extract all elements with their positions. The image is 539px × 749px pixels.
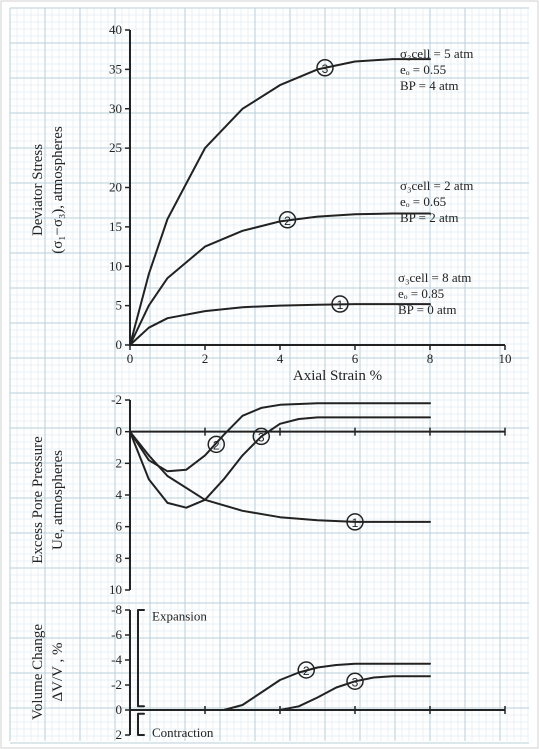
- vol-ytick: 0: [116, 702, 123, 717]
- vol-curve-3: [130, 676, 430, 710]
- svg-text:2: 2: [303, 664, 310, 678]
- curve1-sigma: σ₃cell = 8 atm: [398, 270, 471, 285]
- curve3-bp: BP = 4 atm: [400, 78, 459, 93]
- vol-ytick: 2: [116, 727, 123, 742]
- ytick-label: 30: [109, 101, 122, 116]
- vol-ytick: -8: [111, 602, 122, 617]
- vol-ytick: -6: [111, 627, 122, 642]
- engineering-grid: [10, 8, 529, 743]
- svg-text:3: 3: [352, 675, 359, 689]
- marker-label-2: 2: [284, 214, 291, 228]
- curve3-sigma: σ₃cell = 5 atm: [400, 46, 473, 61]
- vol-ylabel-sub: ΔV/V , %: [50, 643, 66, 702]
- pore-ytick: -2: [111, 392, 122, 407]
- deviator-ylabel-sub: (σ₁−σ₃), atmospheres: [50, 126, 66, 254]
- ytick-label: 20: [109, 180, 122, 195]
- xtick-label: 10: [499, 351, 512, 366]
- svg-text:3: 3: [258, 430, 265, 444]
- pore-ytick: 4: [116, 487, 123, 502]
- deviator-chart-curve-2: [130, 214, 430, 346]
- expansion-label: Expansion: [152, 608, 207, 623]
- xtick-label: 6: [352, 351, 359, 366]
- pore-ytick: 8: [116, 550, 123, 565]
- xtick-label: 2: [202, 351, 209, 366]
- contraction-label: Contraction: [152, 725, 214, 740]
- deviator-chart-curve-1: [130, 304, 430, 345]
- pore-ytick: 2: [116, 455, 123, 470]
- pore-ytick: 6: [116, 519, 123, 534]
- curve3-ec: eₒ = 0.55: [400, 62, 446, 77]
- vol-ytick: -2: [111, 677, 122, 692]
- ytick-label: 40: [109, 22, 122, 37]
- curve2-bp: BP = 2 atm: [400, 210, 459, 225]
- volume-chart: -8 -6 -4 -2 0 2 2 3 Expansion Contraction: [111, 602, 505, 742]
- pore-curve-2: [130, 403, 430, 471]
- ytick-label: 10: [109, 258, 122, 273]
- x-axis-label: Axial Strain %: [293, 368, 382, 384]
- vol-ylabel-main: Volume Change: [30, 624, 46, 720]
- pore-ylabel-sub: Ue, atmospheres: [50, 450, 66, 550]
- pore-chart: -20246810123: [109, 392, 505, 597]
- marker-label-1: 1: [337, 298, 344, 312]
- curve2-ec: eₒ = 0.65: [400, 194, 446, 209]
- pore-ytick: 0: [116, 424, 123, 439]
- curve2-sigma: σ₃cell = 2 atm: [400, 178, 473, 193]
- ytick-label: 5: [116, 298, 123, 313]
- figure-svg: 05101520253035400246810123Deviator Stres…: [0, 0, 539, 749]
- svg-text:1: 1: [352, 516, 359, 530]
- xtick-label: 0: [127, 351, 134, 366]
- page-root: 05101520253035400246810123Deviator Stres…: [0, 0, 539, 749]
- ytick-label: 35: [109, 61, 122, 76]
- ytick-label: 15: [109, 219, 122, 234]
- deviator-ylabel-main: Deviator Stress: [30, 144, 46, 236]
- xtick-label: 8: [427, 351, 434, 366]
- pore-ylabel-main: Excess Pore Pressure: [30, 436, 46, 564]
- ytick-label: 25: [109, 140, 122, 155]
- marker-label-3: 3: [322, 62, 329, 76]
- svg-text:2: 2: [213, 438, 220, 452]
- vol-ytick: -4: [111, 652, 122, 667]
- ytick-label: 0: [116, 337, 123, 352]
- xtick-label: 4: [277, 351, 284, 366]
- curve1-ec: eₒ = 0.85: [398, 286, 444, 301]
- pore-ytick: 10: [109, 582, 122, 597]
- curve1-bp: BP = 0 atm: [398, 302, 457, 317]
